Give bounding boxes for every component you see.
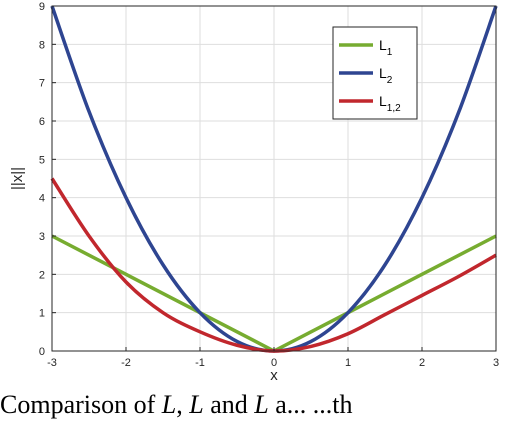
x-tick-label: 3 — [493, 357, 499, 369]
legend-label-main: L — [379, 93, 387, 109]
y-tick-label: 4 — [39, 193, 45, 205]
y-tick-label: 5 — [39, 154, 45, 166]
x-axis-label: x — [270, 367, 278, 384]
legend-label-3: L1,2 — [379, 93, 401, 114]
y-tick-label: 0 — [39, 346, 45, 358]
y-tick-label: 7 — [39, 78, 45, 90]
x-tick-label: -1 — [195, 357, 205, 369]
tick-labels: -3 -2 -1 0 1 2 3 0 1 2 3 4 5 6 7 8 9 — [39, 1, 499, 369]
figure-caption: Comparison of L, L and L a... ...th — [0, 390, 353, 419]
axes-frame — [51, 5, 497, 352]
x-tick-label: 0 — [271, 357, 277, 369]
x-tick-label: 1 — [345, 357, 351, 369]
y-tick-label: 1 — [39, 308, 45, 320]
legend-label-2: L2 — [379, 65, 393, 86]
y-tick-label: 2 — [39, 269, 45, 281]
legend-label-subscript: 1,2 — [387, 103, 401, 114]
x-tick-label: 2 — [419, 357, 425, 369]
legend-label-main: L — [379, 37, 387, 53]
x-tick-label: -3 — [47, 357, 57, 369]
legend-label-main: L — [379, 65, 387, 81]
y-tick-label: 6 — [39, 116, 45, 128]
legend-label-subscript: 1 — [387, 47, 393, 58]
legend-label-subscript: 2 — [387, 75, 393, 86]
y-tick-label: 3 — [39, 231, 45, 243]
x-tick-label: -2 — [121, 357, 131, 369]
plot-area-border — [51, 5, 497, 352]
y-axis-label: ||x|| — [9, 167, 26, 190]
legend-label-1: L1 — [379, 37, 393, 58]
y-tick-label: 9 — [39, 1, 45, 13]
y-tick-label: 8 — [39, 39, 45, 51]
